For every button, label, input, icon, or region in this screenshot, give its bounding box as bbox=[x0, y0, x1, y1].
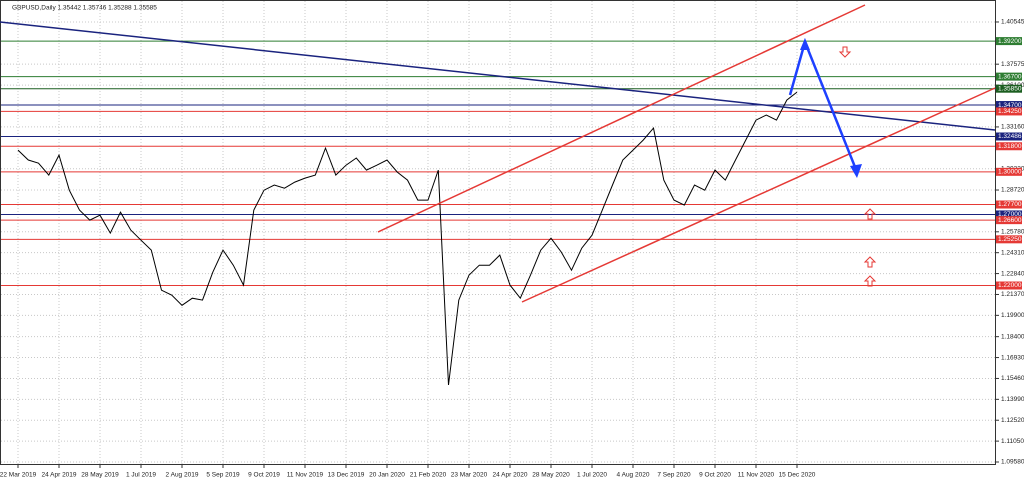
level-label: 1.27000 bbox=[998, 211, 1022, 218]
channel-upper bbox=[377, 4, 866, 233]
level-label: 1.35850 bbox=[998, 85, 1022, 92]
y-tick-label: 1.09580 bbox=[1001, 459, 1024, 466]
x-tick-label: 15 Dec 2020 bbox=[779, 472, 816, 479]
chart-title: GBPUSD,Daily 1.35442 1.35746 1.35288 1.3… bbox=[12, 5, 157, 12]
y-tick-label: 1.37575 bbox=[1001, 61, 1024, 68]
y-tick-label: 1.12520 bbox=[1001, 417, 1024, 424]
channel-lower bbox=[521, 87, 996, 303]
up-arrow bbox=[863, 208, 877, 220]
trend-line bbox=[0, 21, 996, 131]
level-label-box bbox=[996, 235, 1022, 244]
level-label: 1.32486 bbox=[998, 133, 1022, 140]
y-tick-label: 1.18400 bbox=[1001, 333, 1024, 340]
y-tick-label: 1.28720 bbox=[1001, 187, 1024, 194]
x-tick-label: 20 Jan 2020 bbox=[369, 472, 405, 479]
level-label-box bbox=[996, 200, 1022, 209]
level-label: 1.39200 bbox=[998, 38, 1022, 45]
level-label-box bbox=[996, 281, 1022, 290]
y-tick-label: 1.33160 bbox=[1001, 124, 1024, 131]
level-label: 1.36700 bbox=[998, 73, 1022, 80]
x-tick-label: 24 Apr 2020 bbox=[492, 472, 527, 479]
y-tick-label: 1.15460 bbox=[1001, 375, 1024, 382]
x-tick-label: 24 Apr 2019 bbox=[41, 472, 76, 479]
level-label: 1.27700 bbox=[998, 201, 1022, 208]
y-tick-label: 1.19900 bbox=[1001, 312, 1024, 319]
y-tick-label: 1.24310 bbox=[1001, 249, 1024, 256]
level-label: 1.34250 bbox=[998, 108, 1022, 115]
level-label-box bbox=[996, 167, 1022, 176]
arrow-head bbox=[850, 164, 862, 178]
x-tick-label: 4 Aug 2020 bbox=[617, 472, 650, 479]
x-tick-label: 28 May 2020 bbox=[532, 472, 570, 479]
x-tick-label: 1 Jul 2020 bbox=[577, 472, 607, 479]
up-arrow bbox=[863, 275, 877, 287]
x-tick-label: 7 Sep 2020 bbox=[657, 472, 691, 479]
level-label: 1.34700 bbox=[998, 102, 1022, 109]
y-tick-label: 1.16930 bbox=[1001, 354, 1024, 361]
y-tick-label: 1.40545 bbox=[1001, 19, 1024, 26]
arrow-head bbox=[800, 38, 810, 50]
y-tick-label: 1.22840 bbox=[1001, 270, 1024, 277]
x-tick-label: 1 Jul 2019 bbox=[126, 472, 156, 479]
x-tick-label: 2 Aug 2019 bbox=[166, 472, 199, 479]
x-tick-label: 9 Oct 2020 bbox=[699, 472, 731, 479]
level-label-box bbox=[996, 107, 1022, 116]
y-tick-label: 1.11050 bbox=[1001, 438, 1024, 445]
x-tick-label: 21 Feb 2020 bbox=[410, 472, 447, 479]
y-tick-label: 1.13990 bbox=[1001, 396, 1024, 403]
level-label-box bbox=[996, 101, 1022, 110]
level-label-box bbox=[996, 37, 1022, 46]
x-tick-label: 28 May 2019 bbox=[81, 472, 119, 479]
up-arrow bbox=[863, 256, 877, 268]
level-label-box bbox=[996, 72, 1022, 81]
level-label-box bbox=[996, 84, 1022, 93]
level-label: 1.26600 bbox=[998, 217, 1022, 224]
x-tick-label: 22 Mar 2019 bbox=[0, 472, 37, 479]
price-line bbox=[17, 91, 798, 386]
level-label: 1.25250 bbox=[998, 236, 1022, 243]
level-label: 1.30000 bbox=[998, 169, 1022, 176]
down-arrow bbox=[838, 46, 852, 58]
x-tick-label: 11 Nov 2019 bbox=[287, 472, 324, 479]
x-tick-label: 5 Sep 2019 bbox=[206, 472, 240, 479]
y-tick-label: 1.25780 bbox=[1001, 229, 1024, 236]
x-tick-label: 23 Mar 2020 bbox=[451, 472, 488, 479]
level-label: 1.31800 bbox=[998, 143, 1022, 150]
x-tick-label: 11 Nov 2020 bbox=[738, 472, 775, 479]
level-label-box bbox=[996, 142, 1022, 151]
annotations bbox=[0, 4, 996, 303]
level-label: 1.22000 bbox=[998, 282, 1022, 289]
level-label-box bbox=[996, 216, 1022, 225]
x-tick-label: 9 Oct 2019 bbox=[248, 472, 280, 479]
level-label-box bbox=[996, 210, 1022, 219]
level-label-box bbox=[996, 132, 1022, 141]
x-tick-label: 13 Dec 2019 bbox=[328, 472, 365, 479]
y-tick-label: 1.21370 bbox=[1001, 291, 1024, 298]
plot-frame bbox=[0, 0, 996, 465]
